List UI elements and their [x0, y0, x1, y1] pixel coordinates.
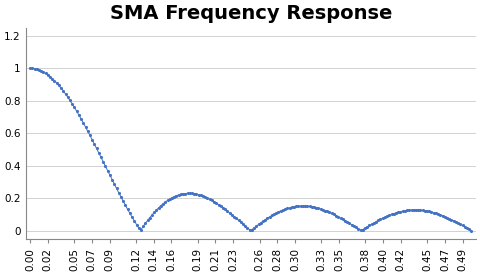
Title: SMA Frequency Response: SMA Frequency Response — [109, 4, 392, 23]
